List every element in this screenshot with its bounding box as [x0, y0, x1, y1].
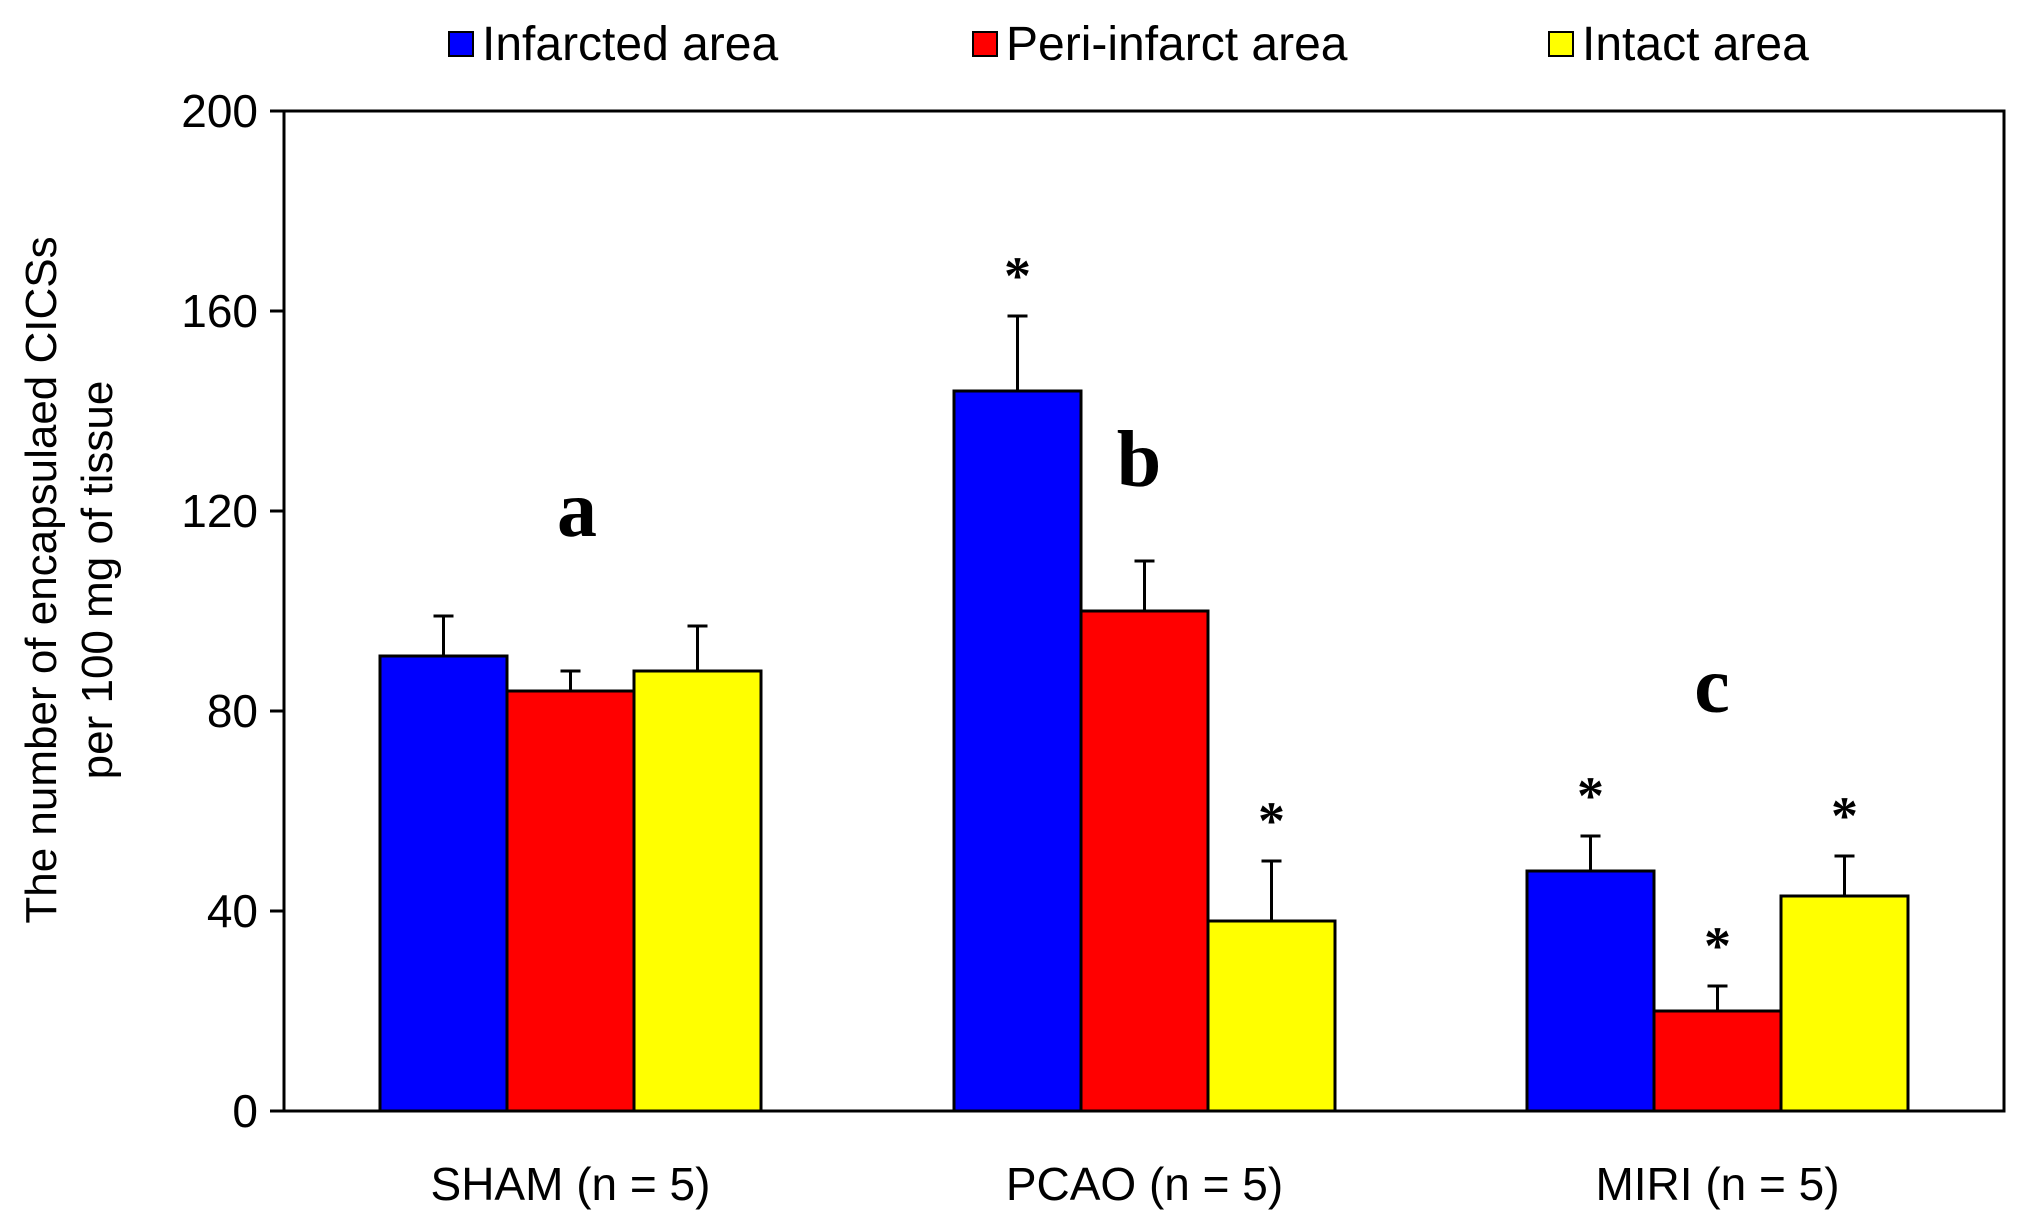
legend-label-infarcted: Infarcted area: [482, 17, 779, 71]
group-letter: b: [1117, 416, 1162, 504]
legend-swatch-peri-infarct: [972, 31, 998, 57]
significance-marker: *: [1004, 246, 1031, 306]
bar: [632, 669, 763, 1113]
x-tick-label: PCAO (n = 5): [1006, 1158, 1283, 1210]
significance-marker: *: [1258, 791, 1285, 851]
legend-swatch-intact: [1548, 31, 1574, 57]
bar: [378, 654, 509, 1113]
y-tick-label: 200: [181, 85, 258, 137]
legend-item-infarcted: Infarcted area: [448, 14, 778, 74]
group-letter: c: [1694, 642, 1730, 730]
y-tick-label: 0: [232, 1085, 258, 1137]
y-tick-label: 120: [181, 485, 258, 537]
bar: [1779, 894, 1910, 1113]
bar: [952, 389, 1083, 1113]
bar: [1525, 869, 1656, 1113]
x-tick-label: MIRI (n = 5): [1595, 1158, 1839, 1210]
significance-marker: *: [1704, 916, 1731, 976]
significance-marker: *: [1831, 786, 1858, 846]
legend-swatch-infarcted: [448, 31, 474, 57]
y-tick-label: 160: [181, 285, 258, 337]
significance-marker: *: [1577, 766, 1604, 826]
bar: [505, 689, 636, 1113]
bar: [1206, 919, 1337, 1113]
bar: [1652, 1009, 1783, 1113]
y-tick-label: 80: [207, 685, 258, 737]
bar: [1079, 609, 1210, 1113]
group-letter: a: [557, 466, 597, 554]
legend-item-peri-infarct: Peri-infarct area: [972, 14, 1347, 74]
legend: Infarcted area Peri-infarct area Intact …: [0, 14, 2020, 74]
legend-label-peri-infarct: Peri-infarct area: [1006, 17, 1348, 71]
y-tick-label: 40: [207, 885, 258, 937]
legend-label-intact: Intact area: [1582, 17, 1809, 71]
legend-item-intact: Intact area: [1548, 14, 1809, 74]
x-tick-label: SHAM (n = 5): [431, 1158, 711, 1210]
